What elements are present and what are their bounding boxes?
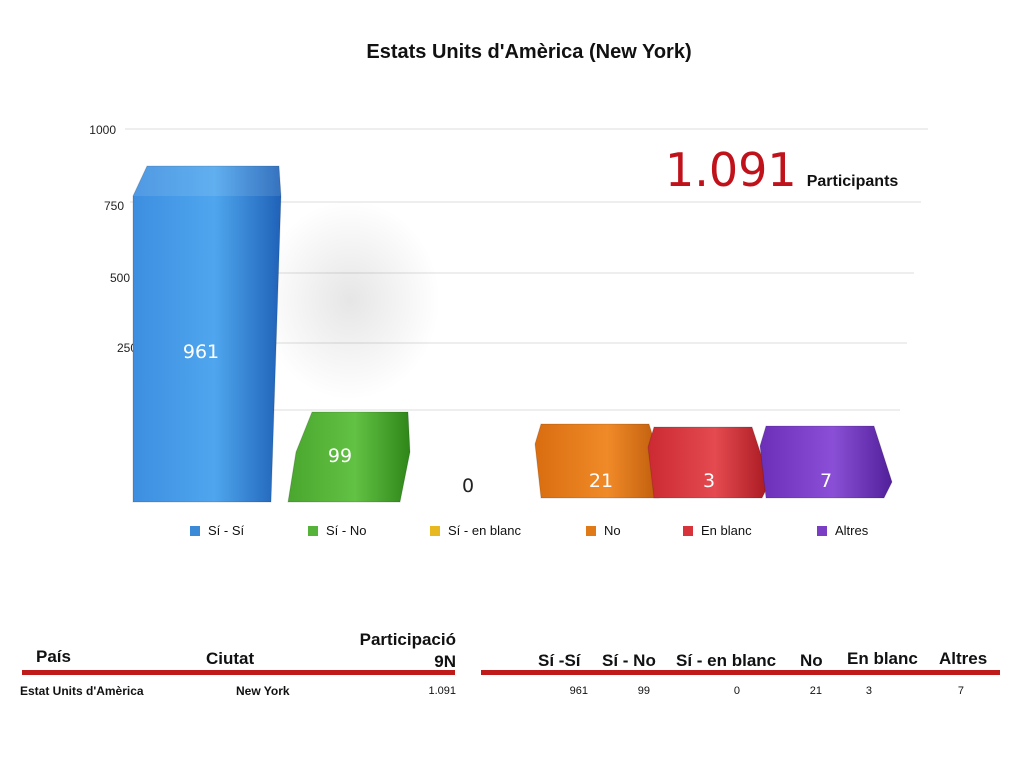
bar-chart: 1000 750 500 250 961 99 0 21 3 7: [89, 123, 928, 503]
row-value-si-no: 99: [637, 685, 650, 697]
row-value-en-blanc: 3: [865, 685, 872, 697]
legend-swatch: [817, 526, 827, 536]
header-si-en-blanc: Sí - en blanc: [676, 651, 777, 670]
legend-item: En blanc: [683, 523, 752, 538]
legend-label: No: [604, 523, 621, 538]
header-si-no: Sí - No: [602, 651, 656, 670]
bar-0: [132, 165, 282, 503]
legend-item: Sí - No: [308, 523, 366, 538]
header-altres: Altres: [939, 649, 988, 668]
participants-label: Participants: [806, 173, 899, 190]
legend-swatch: [308, 526, 318, 536]
header-en-blanc: En blanc: [847, 649, 918, 668]
legend-item: Altres: [817, 523, 868, 538]
y-tick-label: 750: [104, 199, 124, 213]
table-divider-left: [22, 670, 455, 675]
row-country: Estat Units d'Amèrica: [20, 684, 144, 698]
y-tick-label: 1000: [89, 123, 116, 137]
participants-summary: 1.091 Participants: [665, 143, 898, 197]
legend-label: En blanc: [701, 523, 752, 538]
bar-top-face: [133, 166, 281, 196]
header-country: País: [36, 647, 71, 666]
bar-4: [647, 426, 771, 499]
bar-value-label: 21: [589, 470, 613, 492]
bar-shadow: [260, 200, 440, 400]
legend-item: No: [586, 523, 621, 538]
bar-value-label: 961: [183, 341, 219, 363]
header-no: No: [800, 651, 823, 670]
bar-1: [287, 411, 411, 503]
row-value-si-en-blanc: 0: [733, 685, 740, 697]
bar-5: [759, 425, 893, 499]
legend-item: Sí - Sí: [190, 523, 244, 538]
header-si-si: Sí -Sí: [538, 651, 581, 670]
bar-value-label: 0: [462, 475, 474, 497]
header-participation: Participació 9N: [340, 629, 456, 673]
participants-value: 1.091: [665, 143, 797, 197]
legend-label: Altres: [835, 523, 869, 538]
legend-item: Sí - en blanc: [430, 523, 521, 538]
row-value-no: 21: [809, 685, 822, 697]
row-participation: 1.091: [428, 685, 456, 697]
y-tick-label: 500: [110, 271, 130, 285]
table-divider-right: [481, 670, 1000, 675]
header-participation-line1: Participació: [359, 630, 456, 649]
legend-swatch: [430, 526, 440, 536]
header-participation-line2: 9N: [434, 652, 456, 671]
row-city: New York: [236, 684, 290, 698]
bar-value-label: 7: [820, 470, 832, 492]
legend-swatch: [586, 526, 596, 536]
row-value-si-si: 961: [569, 685, 588, 697]
bar-value-label: 3: [703, 470, 715, 492]
bar-value-label: 99: [328, 445, 352, 467]
legend-swatch: [683, 526, 693, 536]
y-tick-label: 250: [117, 341, 137, 355]
header-city: Ciutat: [206, 649, 255, 668]
legend-swatch: [190, 526, 200, 536]
legend-label: Sí - Sí: [208, 523, 245, 538]
chart-title: Estats Units d'Amèrica (New York): [366, 41, 692, 63]
legend-label: Sí - en blanc: [448, 523, 521, 538]
legend-label: Sí - No: [326, 523, 367, 538]
row-value-altres: 7: [957, 685, 964, 697]
